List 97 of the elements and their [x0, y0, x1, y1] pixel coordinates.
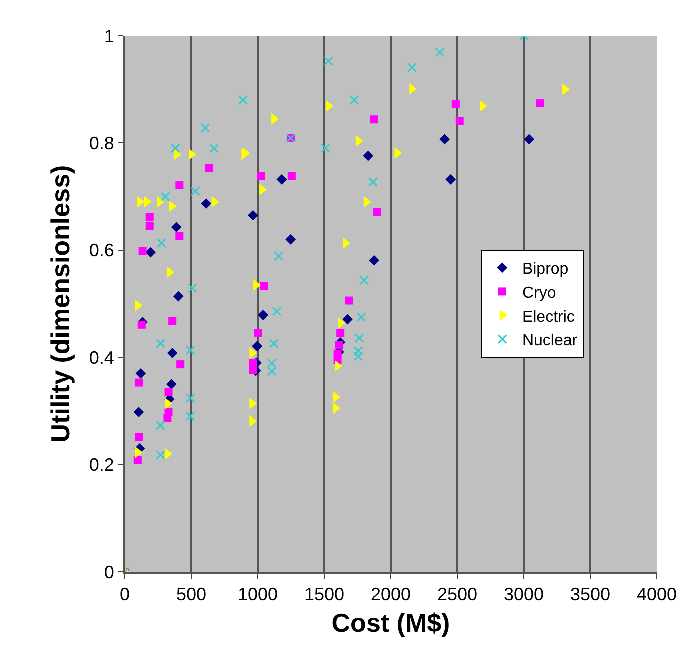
legend-label: Electric — [522, 308, 575, 326]
point — [407, 62, 417, 72]
x-tick-label: 1500 — [304, 584, 345, 605]
point — [156, 420, 166, 430]
y-tick-label: 1 — [104, 26, 114, 46]
point — [286, 234, 296, 245]
point — [173, 291, 184, 302]
point — [368, 178, 378, 188]
point — [146, 247, 156, 258]
point — [369, 255, 380, 266]
point — [274, 252, 284, 262]
point — [164, 388, 173, 396]
x-tick-label: 2500 — [437, 584, 478, 605]
x-tick-label: 3500 — [570, 584, 611, 605]
point — [320, 144, 330, 154]
point — [354, 346, 364, 356]
point — [257, 172, 266, 180]
point — [248, 210, 258, 221]
x-tick-label: 1000 — [238, 584, 278, 605]
x-tick-label: 4000 — [636, 584, 678, 605]
x-tick-label: 3000 — [504, 584, 544, 605]
point — [260, 282, 268, 290]
point — [164, 408, 173, 416]
point — [134, 433, 143, 442]
legend-label: Cryo — [522, 284, 556, 302]
point — [160, 192, 170, 202]
point — [138, 320, 146, 329]
point — [138, 247, 147, 256]
point — [134, 378, 143, 387]
legend-label: Nuclear — [522, 332, 578, 350]
point — [136, 368, 146, 379]
point — [435, 48, 445, 58]
point — [342, 314, 353, 325]
y-tick-label: 0.2 — [89, 455, 114, 476]
point — [440, 134, 450, 145]
point — [354, 334, 364, 344]
point — [186, 346, 196, 356]
point — [288, 172, 296, 180]
point — [346, 296, 354, 305]
point — [201, 198, 212, 209]
point — [186, 394, 196, 404]
point — [134, 407, 144, 418]
point — [360, 276, 370, 286]
point — [258, 310, 269, 320]
point — [272, 306, 282, 316]
point — [336, 329, 345, 338]
point — [267, 358, 277, 368]
point — [536, 100, 544, 108]
point — [254, 329, 262, 338]
point — [176, 360, 185, 369]
point — [267, 366, 277, 376]
point — [200, 123, 210, 133]
point — [276, 174, 288, 185]
point — [324, 56, 334, 66]
point — [356, 312, 366, 322]
point — [269, 338, 279, 348]
point — [176, 232, 184, 240]
point — [190, 186, 200, 196]
point — [336, 341, 344, 350]
x-axis-title: Cost (M$) — [332, 608, 450, 638]
point — [168, 317, 177, 326]
legend-label: Biprop — [522, 261, 569, 278]
point — [134, 456, 142, 465]
point — [205, 164, 214, 172]
point — [186, 412, 196, 422]
y-tick-label: 0.4 — [89, 348, 114, 368]
point — [524, 134, 535, 145]
point — [252, 341, 263, 352]
point — [446, 174, 456, 185]
y-axis-title: Utility (dimensionless) — [45, 165, 76, 443]
x-tick-label: 2000 — [370, 584, 412, 605]
point — [238, 96, 248, 106]
point — [146, 213, 154, 222]
point — [146, 222, 154, 230]
point — [171, 222, 182, 233]
point — [210, 144, 220, 154]
y-tick-label: 0.8 — [89, 134, 114, 154]
point — [166, 379, 177, 390]
point — [456, 117, 464, 126]
point — [373, 208, 382, 216]
point — [167, 348, 178, 359]
point — [156, 238, 166, 248]
y-tick-label: 0.6 — [89, 240, 114, 261]
point — [156, 338, 166, 348]
point — [363, 150, 374, 162]
x-tick-label: 500 — [176, 584, 207, 605]
point — [188, 284, 198, 294]
point — [170, 144, 180, 154]
point — [350, 96, 360, 106]
point — [452, 100, 460, 108]
point — [156, 450, 166, 460]
y-tick-label: 0 — [104, 562, 114, 582]
point — [176, 182, 184, 190]
point — [249, 366, 258, 374]
x-tick-label: 0 — [120, 584, 130, 605]
point — [354, 352, 364, 362]
point — [370, 116, 378, 124]
